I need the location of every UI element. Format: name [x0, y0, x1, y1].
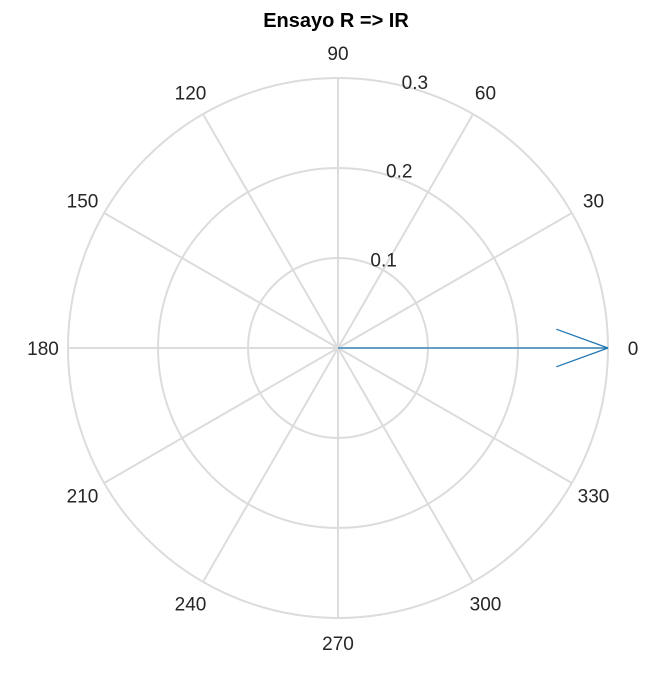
radial-tick-label: 0.3 [402, 73, 428, 94]
spoke-210 [103, 347, 339, 484]
radial-tick-label: 0.2 [386, 162, 412, 183]
theta-tick-label: 0 [628, 339, 639, 360]
spoke-150 [103, 212, 339, 349]
theta-tick-label: 330 [578, 487, 610, 508]
data-arrows [338, 328, 609, 368]
spoke-330 [337, 347, 573, 484]
theta-tick-label: 150 [67, 192, 99, 213]
spoke-30 [337, 212, 573, 349]
spoke-300 [337, 347, 474, 583]
theta-tick-label: 60 [475, 84, 496, 105]
theta-tick-label: 240 [175, 594, 207, 615]
chart-title: Ensayo R => IR [263, 10, 409, 32]
theta-tick-label: 270 [322, 634, 354, 655]
spoke-60 [337, 113, 474, 349]
theta-tick-label: 300 [470, 594, 502, 615]
spoke-240 [202, 347, 339, 583]
radial-tick-label: 0.1 [370, 250, 396, 271]
arrow-head-barb [556, 347, 609, 368]
tick-labels: 0 30 60 90 120 150 180 210 240 270 300 330 0.1 0.2 0.3 [27, 44, 638, 655]
theta-tick-label: 180 [27, 339, 59, 360]
theta-tick-label: 30 [583, 192, 604, 213]
spoke-120 [202, 113, 339, 349]
theta-tick-label: 210 [67, 487, 99, 508]
arrow-head-barb [556, 328, 609, 349]
theta-tick-label: 120 [175, 84, 207, 105]
theta-tick-label: 90 [327, 44, 348, 65]
